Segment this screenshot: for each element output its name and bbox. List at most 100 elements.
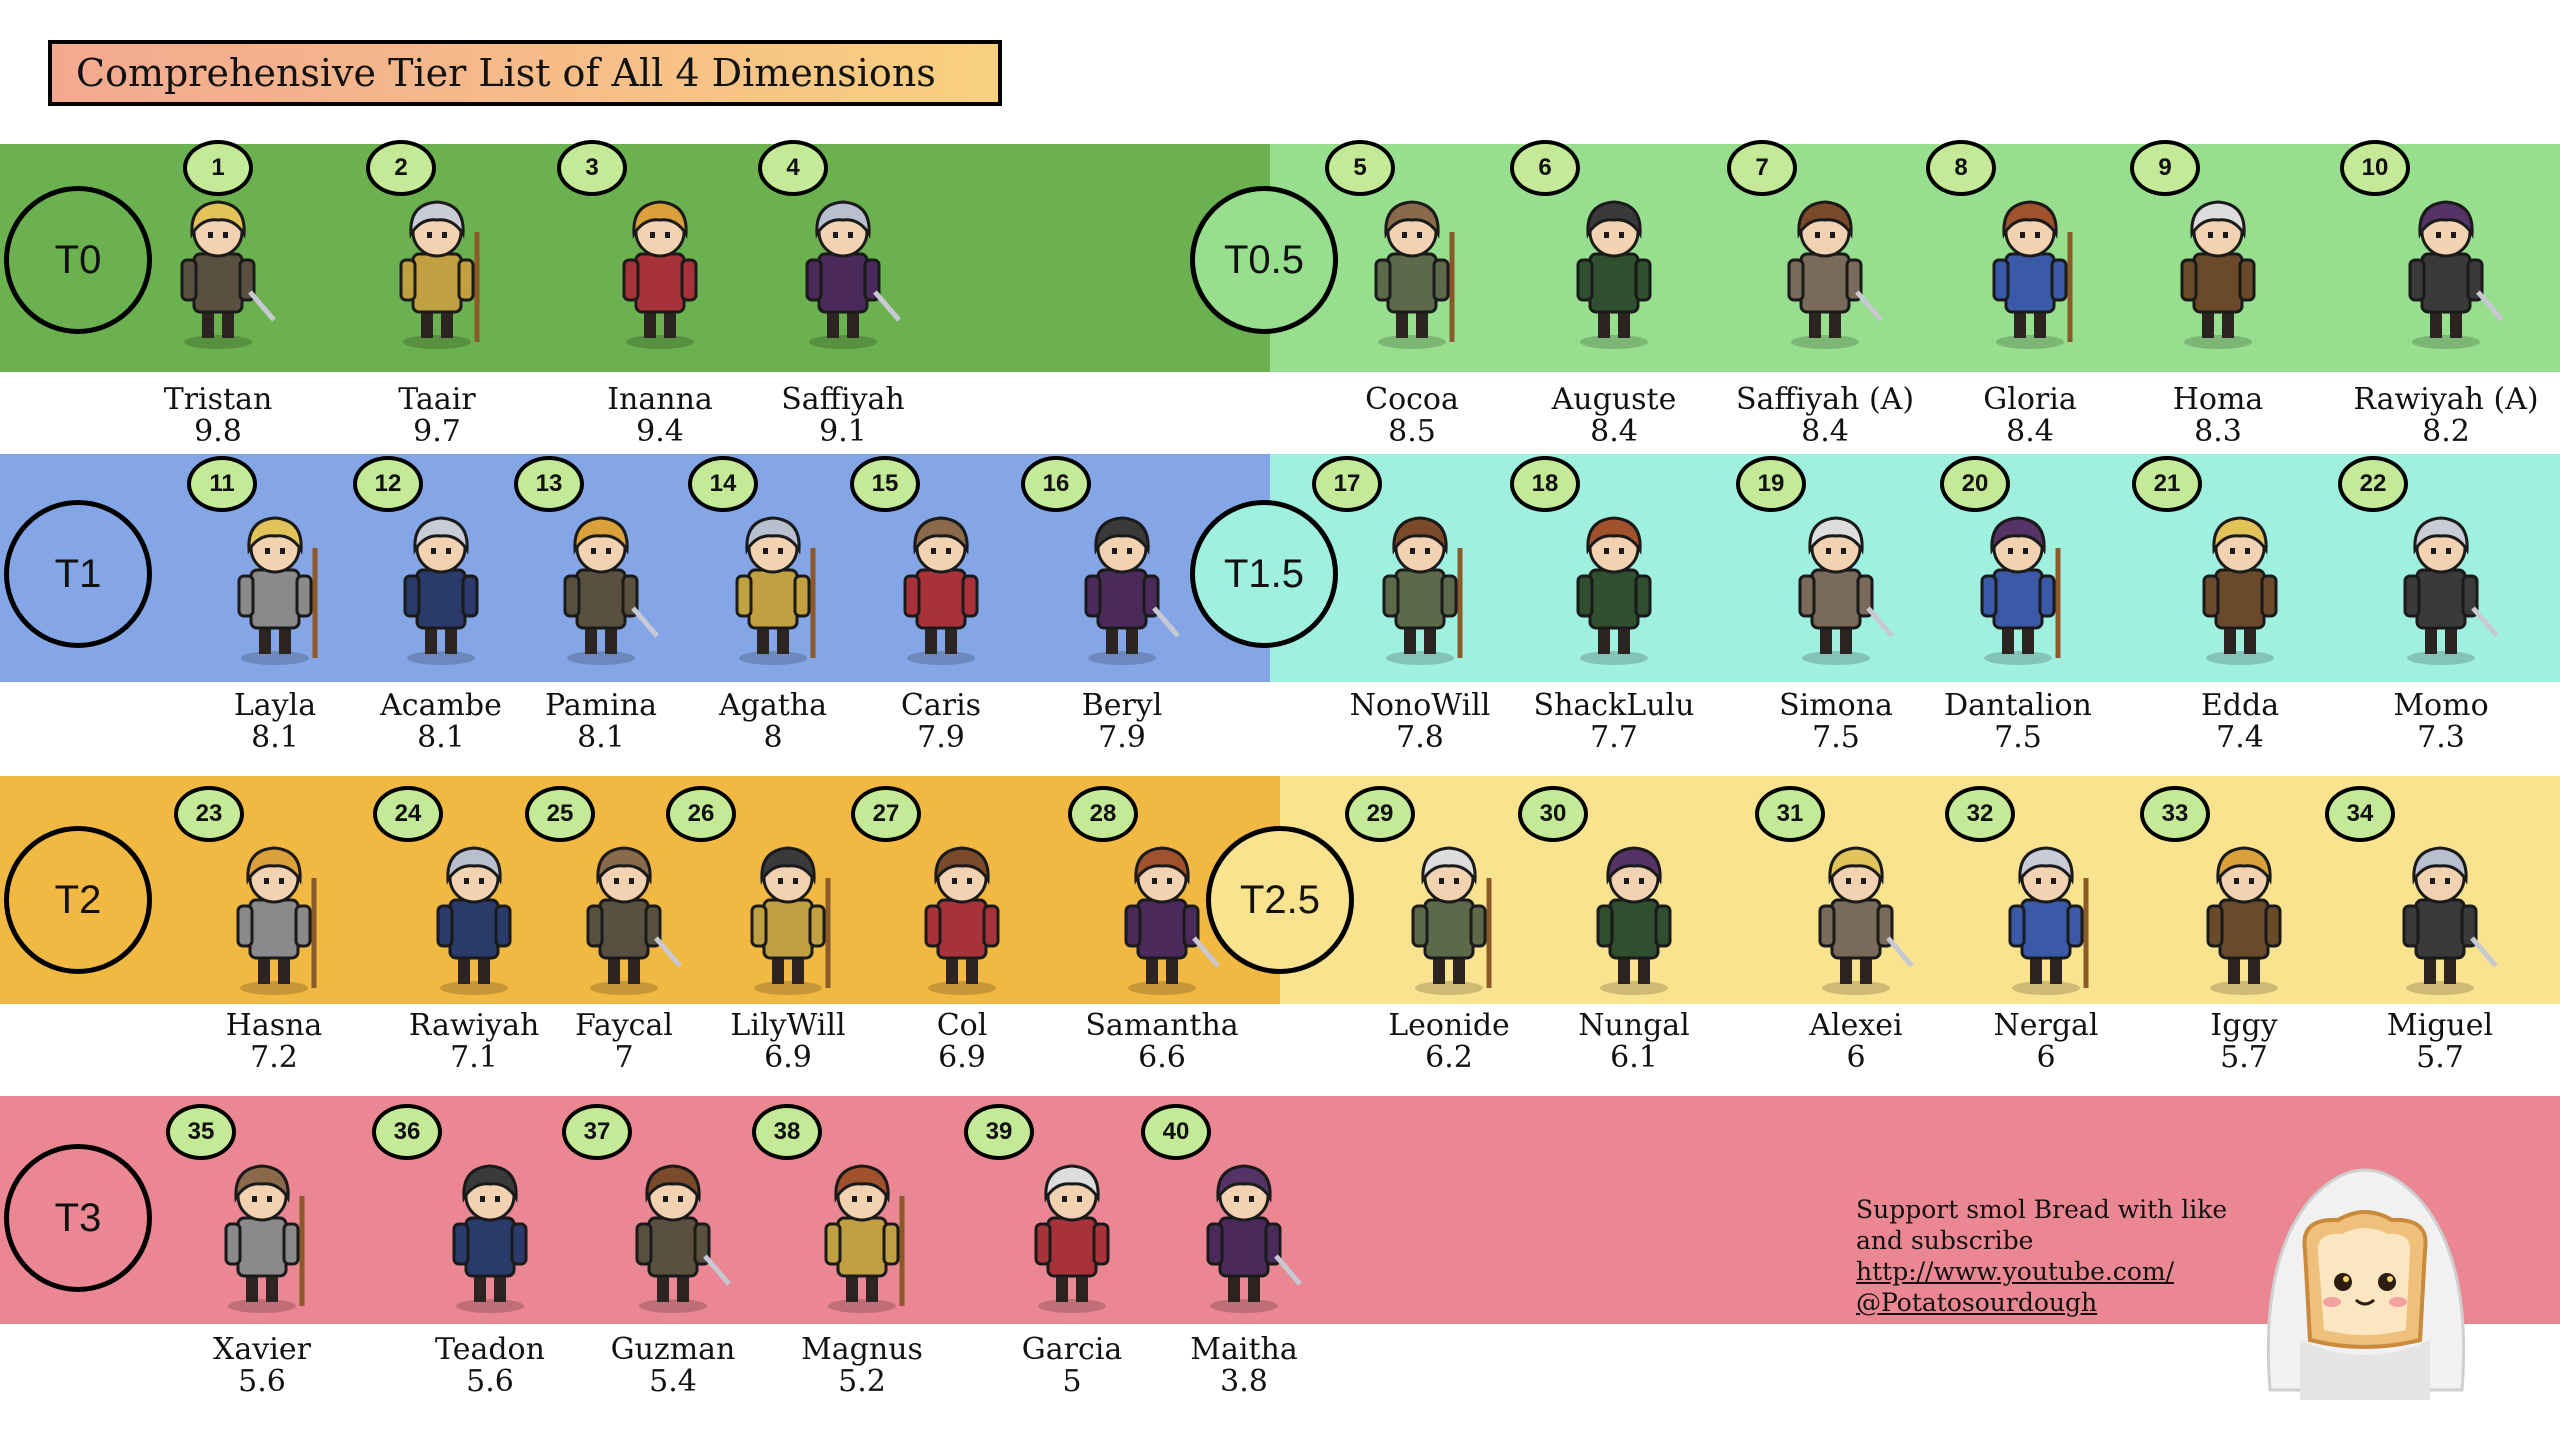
character-sprite-icon [2180,200,2256,349]
character-name: Hasna [225,1008,323,1043]
character-name: Rawiyah [408,1008,540,1043]
character-sprite-icon [1411,846,1492,995]
character-name: Nergal [1993,1008,2099,1043]
rank-badge: 39 [964,1104,1034,1160]
character-name: Tristan [163,382,273,417]
character-card: 13 Pamina 8.1 [506,0,696,1440]
tier-label-t1: T1 [4,500,152,648]
youtube-handle-link[interactable]: @Potatosourdough [1856,1288,2098,1317]
support-line-2: and subscribe [1856,1226,2034,1255]
character-sprite-icon [824,1164,905,1313]
rank-badge: 1 [183,140,253,196]
character-score: 6.9 [938,1040,986,1075]
character-sprite-icon [735,516,816,665]
character-name: LilyWill [730,1008,846,1043]
character-score: 8.5 [1388,414,1436,449]
rank-badge: 26 [666,786,736,842]
rank-badge: 5 [1325,140,1395,196]
rank-badge: 20 [1940,456,2010,512]
rank-badge: 7 [1727,140,1797,196]
character-score: 6.6 [1138,1040,1186,1075]
tier-label-t0-5: T0.5 [1190,186,1338,334]
character-name: Maitha [1190,1332,1298,1367]
character-sprite-icon [1124,846,1220,995]
character-score: 6.1 [1610,1040,1658,1075]
rank-badge: 34 [2325,786,2395,842]
character-name: Pamina [545,688,657,723]
rank-badge: 38 [752,1104,822,1160]
rank-badge: 33 [2140,786,2210,842]
character-card: 9 Homa 8.3 [2123,0,2313,1440]
rank-badge: 11 [187,456,257,512]
character-card: 26 LilyWill 6.9 [666,0,883,1440]
character-score: 5.6 [466,1364,514,1399]
character-score: 8.4 [1801,414,1849,449]
character-score: 5.7 [2416,1040,2464,1075]
character-sprite-icon [1034,1164,1110,1313]
character-card: 7 Saffiyah (A) 8.4 [1727,0,1920,1440]
character-card: 15 Caris 7.9 [846,0,1036,1440]
character-name: Momo [2393,688,2489,723]
character-sprite-icon [2408,200,2504,349]
character-score: 7.5 [1812,720,1860,755]
tier-list-title: Comprehensive Tier List of All 4 Dimensi… [48,40,1002,106]
character-card: 30 Nungal 6.1 [1518,0,1729,1440]
character-sprite-icon [2403,516,2499,665]
character-score: 9.8 [194,414,242,449]
character-card: 31 Alexei 6 [1755,0,1951,1440]
youtube-link[interactable]: http://www.youtube.com/ [1856,1257,2174,1286]
character-name: Iggy [2210,1008,2278,1043]
rank-badge: 29 [1345,786,1415,842]
character-card: 40 Maitha 3.8 [1141,0,1339,1440]
character-card: 34 Miguel 5.7 [2325,0,2535,1440]
character-score: 8.2 [2422,414,2470,449]
character-sprite-icon [1576,200,1652,349]
character-score: 8.1 [251,720,299,755]
rank-badge: 3 [557,140,627,196]
character-score: 6 [2036,1040,2056,1075]
character-name: Saffiyah [781,382,905,417]
character-name: Simona [1779,688,1893,723]
character-name: Magnus [801,1332,923,1367]
character-score: 7.9 [917,720,965,755]
character-score: 9.4 [636,414,684,449]
character-card: 3 Inanna 9.4 [557,0,755,1440]
character-card: 16 Beryl 7.9 [1021,0,1217,1440]
tier-label-t2: T2 [4,826,152,974]
character-score: 8 [763,720,783,755]
character-card: 19 Simona 7.5 [1736,0,1931,1440]
character-card: 2 Taair 9.7 [342,0,532,1440]
character-name: Xavier [213,1332,311,1367]
character-card: 17 NonoWill 7.8 [1312,0,1515,1440]
rank-badge: 17 [1312,456,1382,512]
rank-badge: 31 [1755,786,1825,842]
rank-badge: 25 [525,786,595,842]
character-card: 22 Momo 7.3 [2338,0,2536,1440]
tier-label-t2-5: T2.5 [1206,826,1354,974]
character-name: Dantalion [1944,688,2092,723]
character-name: Faycal [575,1008,673,1043]
character-name: Homa [2172,382,2264,417]
character-card: 32 Nergal 6 [1945,0,2141,1440]
character-score: 5.7 [2220,1040,2268,1075]
character-name: Alexei [1809,1008,1903,1043]
rank-badge: 37 [562,1104,632,1160]
character-card: 11 Layla 8.1 [180,0,370,1440]
character-sprite-icon [1374,200,1455,349]
rank-badge: 36 [372,1104,442,1160]
character-name: Agatha [718,688,828,723]
character-card: 5 Cocoa 8.5 [1317,0,1507,1440]
tier-label-t0: T0 [4,186,152,334]
character-sprite-icon [1206,1164,1302,1313]
character-card: 21 Edda 7.4 [2132,0,2335,1440]
character-name: Miguel [2386,1008,2494,1043]
character-name: Gloria [1983,382,2077,417]
character-score: 7.7 [1590,720,1638,755]
character-sprite-icon [1798,516,1894,665]
character-name: Leonide [1388,1008,1510,1043]
rank-badge: 8 [1926,140,1996,196]
rank-badge: 32 [1945,786,2015,842]
rank-badge: 22 [2338,456,2408,512]
character-score: 8.3 [2194,414,2242,449]
character-sprite-icon [403,516,479,665]
